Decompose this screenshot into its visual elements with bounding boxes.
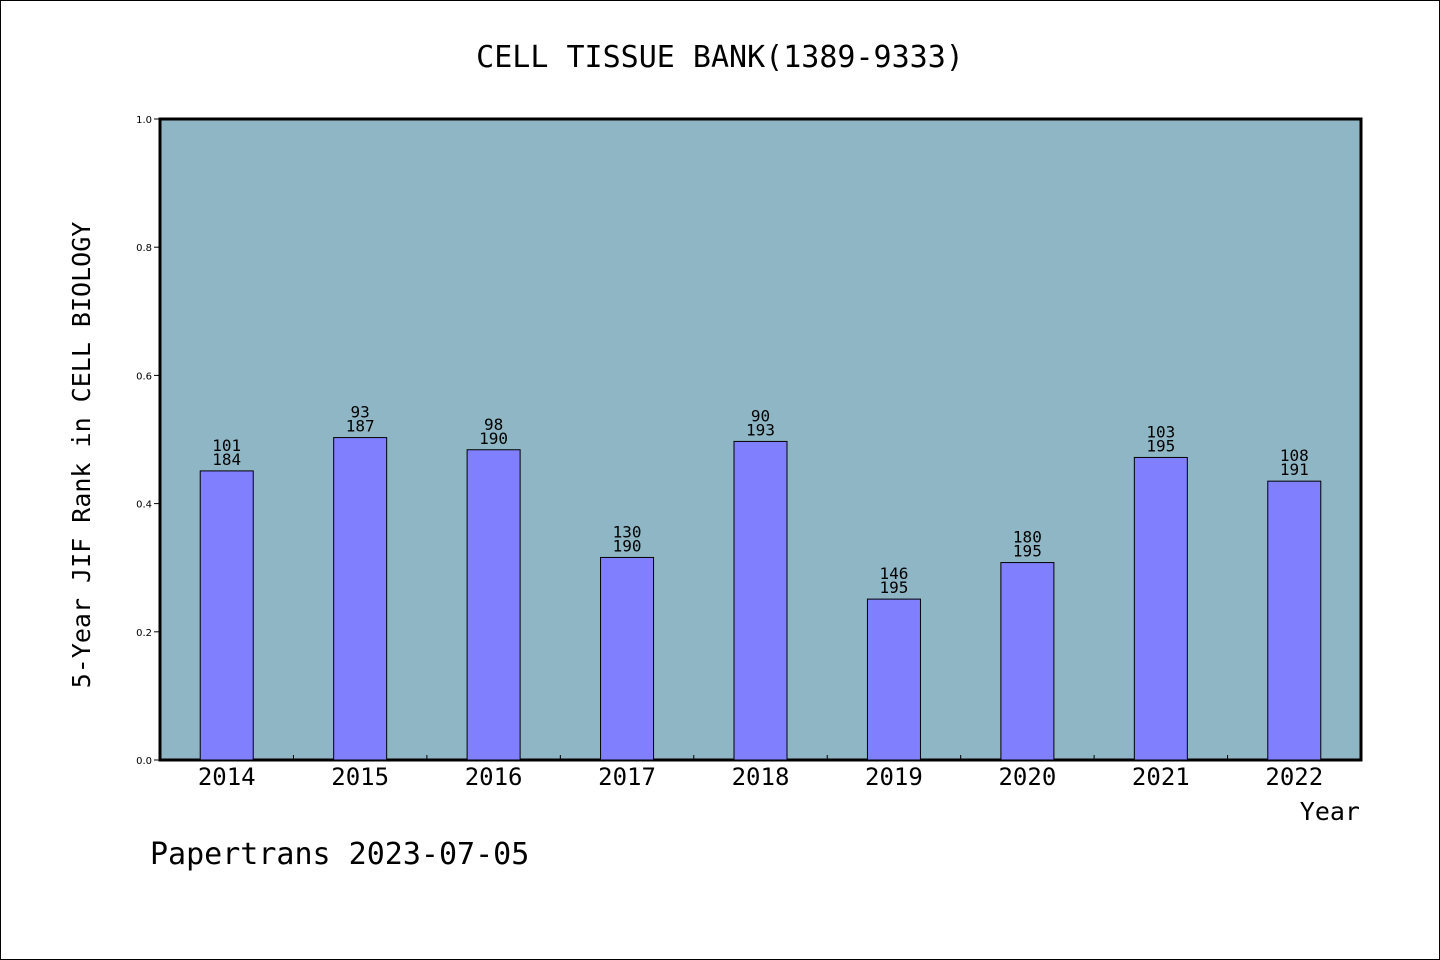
y-tick-label: 0.4 <box>136 500 152 511</box>
bar-total-label-2018: 193 <box>746 420 775 439</box>
bar-total-label-2020: 195 <box>1013 542 1042 561</box>
bar-rank-label-2018: 90 <box>751 406 770 425</box>
bar-2016 <box>466 449 521 761</box>
bar-rank-label-2019: 146 <box>879 564 908 583</box>
bar-rank-label-2016: 98 <box>484 415 503 434</box>
bar-rank-label-2014: 101 <box>212 436 241 455</box>
y-axis: 0.0 0.2 0.4 0.6 0.8 1.0 <box>136 115 160 767</box>
bar-rank-label-2017: 130 <box>613 522 642 541</box>
x-axis: 2014 2015 2016 2017 2018 2019 2020 2021 2022 <box>198 755 1323 791</box>
y-tick-label: 1.0 <box>136 115 152 126</box>
y-axis-label: 5-Year JIF Rank in CELL BIOLOGY <box>67 222 96 689</box>
x-tick-label-2018: 2018 <box>732 763 790 791</box>
bar-rank-label-2021: 103 <box>1146 422 1175 441</box>
footer-source-date: Papertrans 2023-07-05 <box>150 837 529 872</box>
bar-2018 <box>733 440 788 761</box>
x-tick-label-2019: 2019 <box>865 763 923 791</box>
bar-2017 <box>600 556 655 761</box>
x-tick-label-2017: 2017 <box>598 763 656 791</box>
x-tick-label-2021: 2021 <box>1132 763 1190 791</box>
bar-rank-label-2015: 93 <box>351 403 370 422</box>
x-tick-label-2015: 2015 <box>331 763 389 791</box>
bar-2014 <box>199 470 254 761</box>
bar-total-label-2019: 195 <box>879 578 908 597</box>
bar-2019 <box>866 598 921 761</box>
bar-total-label-2016: 190 <box>479 429 508 448</box>
bar-rank-label-2022: 108 <box>1280 446 1309 465</box>
bar-rank-label-2020: 180 <box>1013 528 1042 547</box>
y-tick-label: 0.2 <box>136 628 152 639</box>
x-tick-label-2022: 2022 <box>1265 763 1323 791</box>
x-tick-label-2014: 2014 <box>198 763 256 791</box>
chart-title: CELL TISSUE BANK(1389-9333) <box>476 40 964 75</box>
bar-2020 <box>1000 562 1055 761</box>
x-tick-label-2020: 2020 <box>998 763 1056 791</box>
bar-total-label-2015: 187 <box>346 417 375 436</box>
y-tick-label: 0.0 <box>136 756 152 767</box>
bar-total-label-2022: 191 <box>1280 460 1309 479</box>
bar-total-label-2021: 195 <box>1146 436 1175 455</box>
y-tick-label: 0.8 <box>136 243 152 254</box>
bar-total-label-2014: 184 <box>212 450 241 469</box>
x-tick-label-2016: 2016 <box>465 763 523 791</box>
x-axis-label: Year <box>1300 797 1360 826</box>
bar-2021 <box>1133 456 1188 761</box>
bar-2015 <box>333 437 388 761</box>
bar-2022 <box>1267 480 1322 761</box>
bar-total-label-2017: 190 <box>613 536 642 555</box>
y-tick-label: 0.6 <box>136 371 152 382</box>
